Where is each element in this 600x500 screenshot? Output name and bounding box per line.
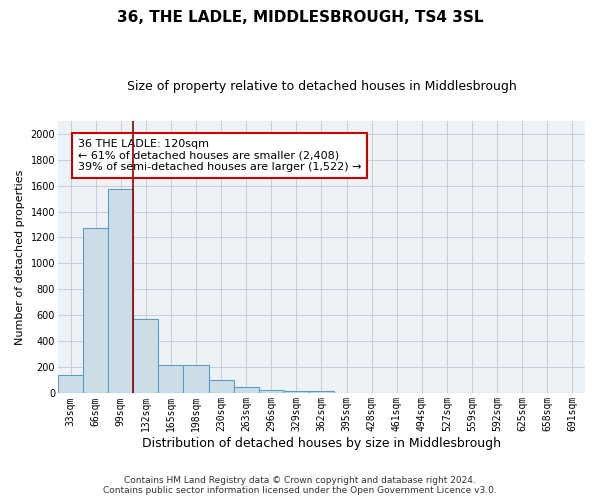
Bar <box>184 366 209 394</box>
Bar <box>259 390 284 394</box>
Title: Size of property relative to detached houses in Middlesbrough: Size of property relative to detached ho… <box>127 80 517 93</box>
Bar <box>83 228 108 394</box>
Text: Contains HM Land Registry data © Crown copyright and database right 2024.
Contai: Contains HM Land Registry data © Crown c… <box>103 476 497 495</box>
Bar <box>309 391 334 394</box>
Bar <box>108 190 133 394</box>
Bar <box>209 380 233 394</box>
Bar <box>158 366 184 394</box>
X-axis label: Distribution of detached houses by size in Middlesbrough: Distribution of detached houses by size … <box>142 437 501 450</box>
Bar <box>58 375 83 394</box>
Text: 36 THE LADLE: 120sqm
← 61% of detached houses are smaller (2,408)
39% of semi-de: 36 THE LADLE: 120sqm ← 61% of detached h… <box>78 138 362 172</box>
Text: 36, THE LADLE, MIDDLESBROUGH, TS4 3SL: 36, THE LADLE, MIDDLESBROUGH, TS4 3SL <box>117 10 483 25</box>
Bar <box>233 387 259 394</box>
Bar <box>284 391 309 394</box>
Bar <box>133 320 158 394</box>
Y-axis label: Number of detached properties: Number of detached properties <box>15 170 25 344</box>
